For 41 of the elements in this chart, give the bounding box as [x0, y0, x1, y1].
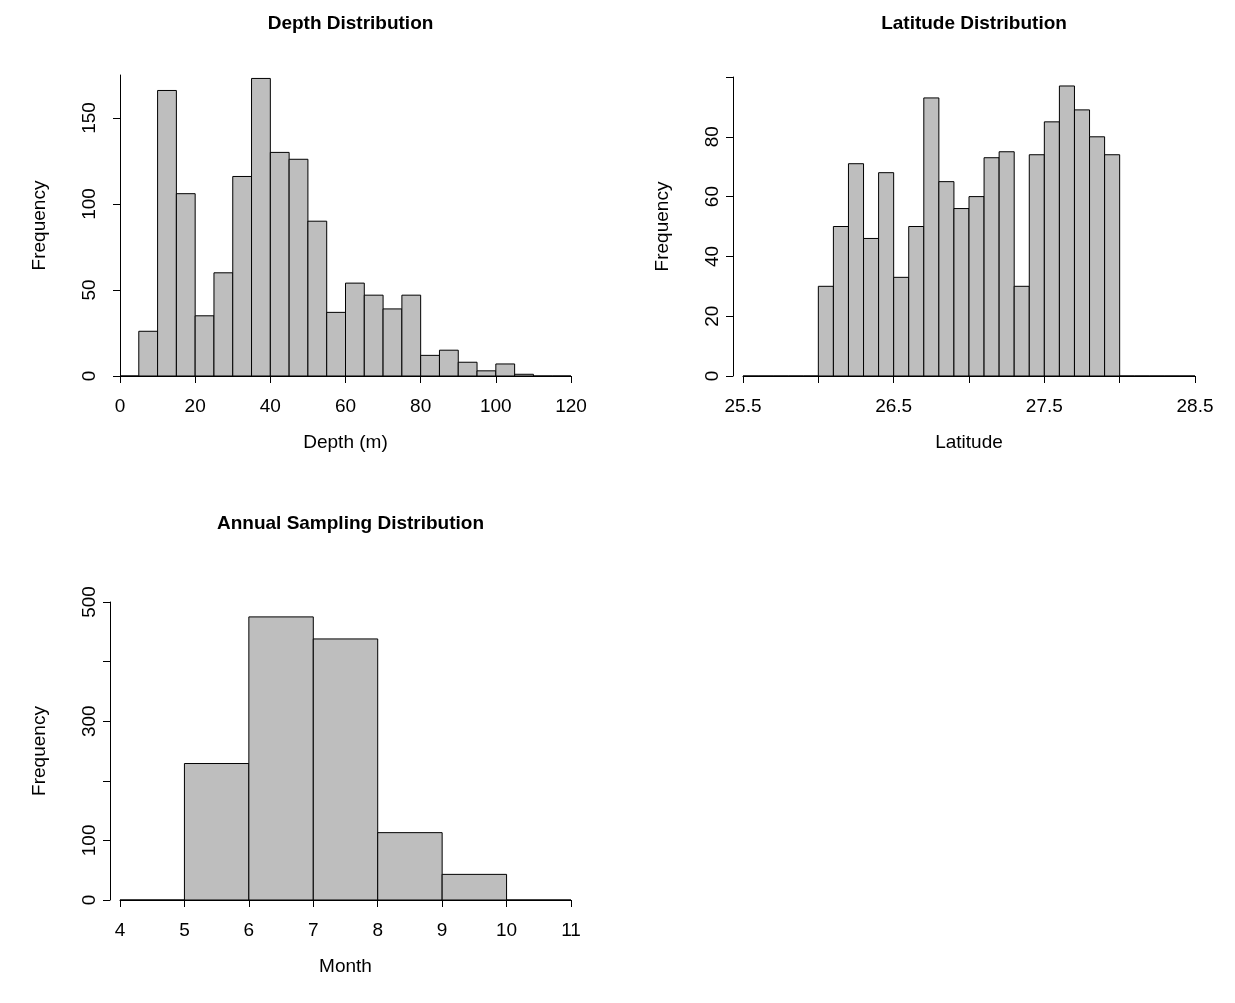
x-tick-label: 6: [243, 919, 255, 940]
x-tick-label: 80: [410, 395, 432, 416]
x-tick-label: 10: [496, 919, 518, 940]
x-tick-label: 60: [334, 395, 357, 416]
x-axis-title: Month: [319, 955, 372, 976]
y-axis-title: Frequency: [28, 180, 49, 271]
y-tick-label: 80: [701, 126, 722, 148]
chart-title: Annual Sampling Distribution: [216, 512, 485, 533]
x-tick-label: 28.5: [1176, 395, 1214, 416]
x-tick-label: 100: [479, 395, 512, 416]
y-tick-label: 0: [78, 894, 99, 906]
x-axis-title: Latitude: [935, 431, 1003, 452]
y-tick-label: 500: [78, 586, 99, 618]
y-tick-label: 300: [78, 705, 99, 738]
x-tick-label: 0: [114, 395, 126, 416]
chart-title: Depth Distribution: [267, 12, 434, 33]
x-axis-title: Depth (m): [303, 431, 388, 452]
y-axis-title: Frequency: [651, 181, 672, 272]
y-tick-label: 50: [78, 279, 99, 301]
x-tick-label: 40: [259, 395, 281, 416]
x-tick-label: 26.5: [875, 395, 913, 416]
y-tick-label: 20: [701, 305, 722, 327]
y-tick-label: 60: [701, 186, 722, 208]
x-tick-label: 27.5: [1025, 395, 1063, 416]
x-tick-label: 120: [555, 395, 587, 416]
x-tick-label: 4: [114, 919, 126, 940]
x-tick-label: 9: [436, 919, 448, 940]
y-tick-label: 100: [78, 188, 99, 220]
x-tick-label: 5: [179, 919, 190, 940]
x-tick-label: 25.5: [724, 395, 762, 416]
y-tick-label: 40: [701, 245, 722, 267]
y-axis-title: Frequency: [28, 705, 49, 796]
x-tick-label: 11: [561, 919, 581, 940]
y-tick-label: 0: [701, 370, 722, 382]
y-tick-label: 0: [78, 370, 99, 382]
y-tick-label: 100: [78, 824, 99, 857]
y-tick-label: 150: [78, 102, 99, 134]
x-tick-label: 8: [372, 919, 383, 940]
x-tick-label: 20: [184, 395, 206, 416]
chart-title: Latitude Distribution: [881, 12, 1067, 33]
x-tick-label: 7: [308, 919, 319, 940]
